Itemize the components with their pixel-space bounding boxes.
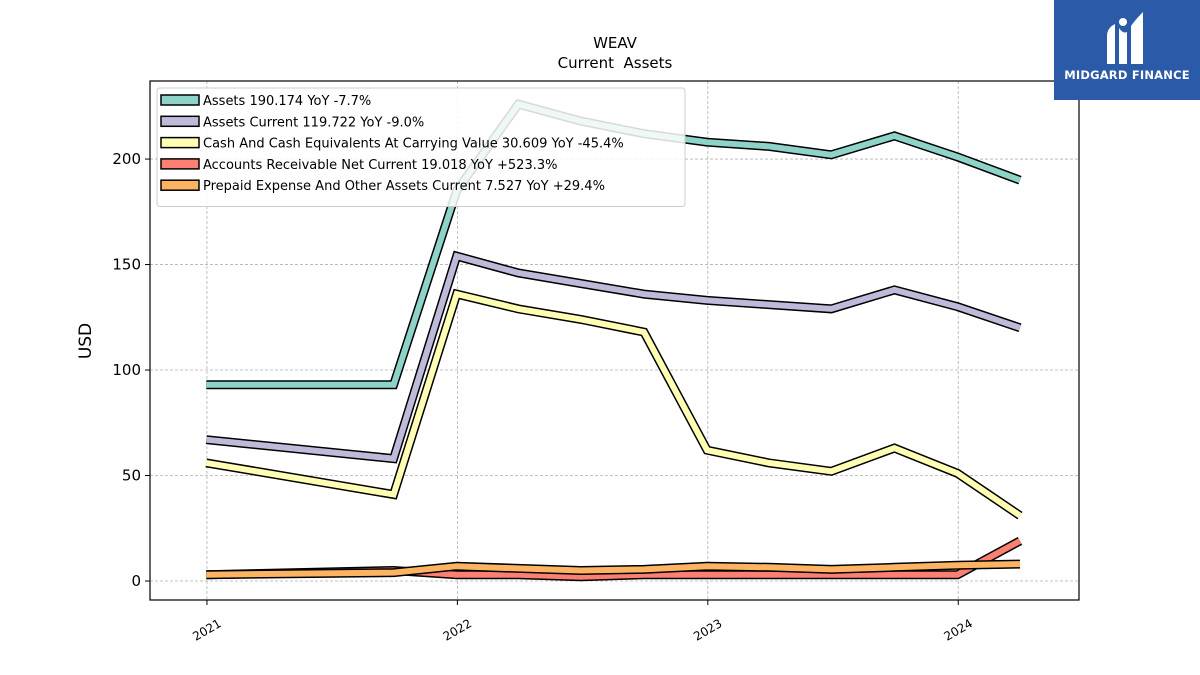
legend-label: Assets Current 119.722 YoY -9.0% [203, 115, 424, 130]
y-tick-label: 100 [112, 361, 141, 379]
y-tick-label: 200 [112, 150, 141, 168]
y-tick-label: 50 [122, 467, 141, 485]
legend-swatch [160, 136, 200, 149]
legend-swatch [160, 115, 200, 128]
y-axis: 0 50 100 150 200 [112, 150, 150, 590]
y-tick-label: 150 [112, 256, 141, 274]
series-stroke [206, 561, 1021, 578]
chart-subtitle: Current Assets [558, 54, 673, 72]
series-stroke [205, 252, 1021, 462]
chart-title: WEAV [593, 34, 638, 52]
midgard-logo-icon [1107, 12, 1143, 64]
legend-swatch [160, 94, 200, 106]
legend-label: Cash And Cash Equivalents At Carrying Va… [203, 137, 624, 152]
x-tick-label: 2022 [441, 616, 474, 643]
legend-label: Prepaid Expense And Other Assets Current… [203, 179, 605, 194]
series-line-1 [205, 250, 1022, 464]
legend-box [156, 87, 686, 207]
legend-swatch [160, 179, 200, 191]
y-axis-label: USD [76, 323, 96, 359]
brand-logo: MIDGARD FINANCE [1054, 0, 1200, 100]
legend-swatch [160, 158, 200, 170]
legend-label: Accounts Receivable Net Current 19.018 Y… [203, 158, 558, 173]
legend-label: Assets 190.174 YoY -7.7% [203, 94, 371, 109]
series-line-3 [206, 536, 1023, 582]
brand-name: MIDGARD FINANCE [1064, 68, 1190, 82]
x-tick-label: 2021 [190, 616, 223, 643]
y-tick-label: 0 [131, 572, 141, 590]
series-stroke [206, 538, 1022, 580]
plot-area [149, 80, 1080, 601]
x-tick-label: 2023 [691, 616, 724, 643]
series-stroke [205, 290, 1022, 519]
series-line-2 [205, 288, 1023, 520]
legend: Assets 190.174 YoY -7.7% Assets Current 1… [156, 87, 686, 207]
x-axis: 2021 2022 2023 2024 [190, 600, 975, 644]
series-line-4 [206, 559, 1021, 580]
x-tick-label: 2024 [942, 616, 975, 643]
